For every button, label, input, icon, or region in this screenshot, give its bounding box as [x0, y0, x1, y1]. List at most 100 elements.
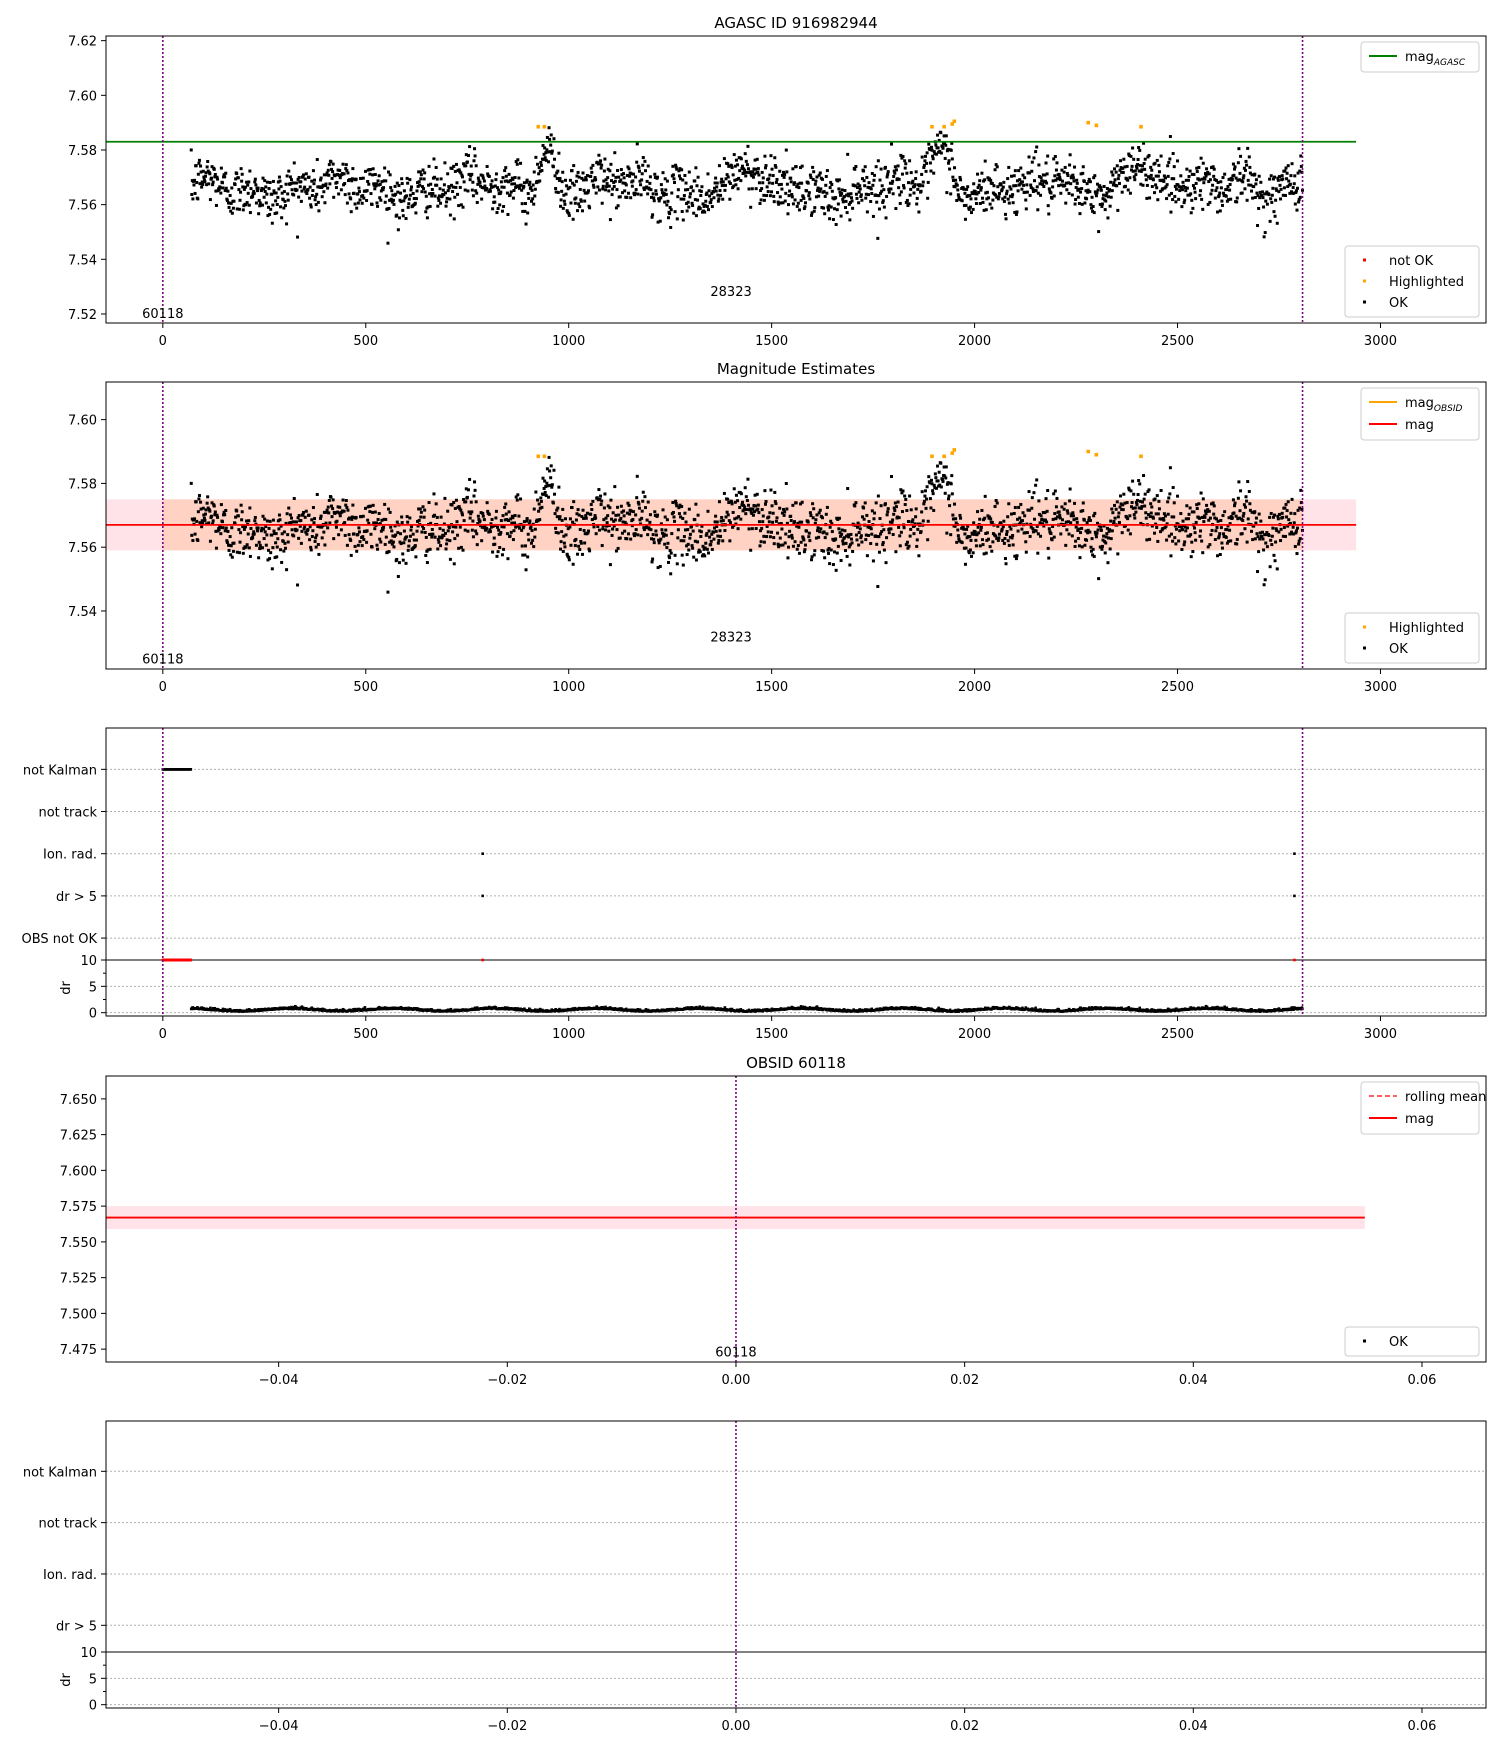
ok-data-point: [1294, 190, 1298, 194]
ok-data-point: [203, 518, 207, 522]
ok-data-point: [885, 194, 889, 198]
ok-data-point: [219, 191, 223, 195]
ok-data-point: [613, 151, 617, 155]
ok-data-point: [206, 506, 210, 510]
ok-data-point: [958, 513, 962, 517]
ok-data-point: [448, 557, 452, 561]
ok-data-point: [584, 178, 588, 182]
ok-data-point: [265, 533, 269, 537]
ok-data-point: [652, 196, 656, 200]
ok-data-point: [815, 175, 819, 179]
ok-data-point: [1186, 178, 1190, 182]
ok-data-point: [377, 511, 381, 515]
ok-data-point: [302, 173, 306, 177]
ok-data-point: [560, 518, 564, 522]
ok-data-point: [1014, 212, 1018, 216]
ok-data-point: [510, 521, 514, 525]
ok-data-point: [1253, 172, 1257, 176]
ok-data-point: [460, 513, 464, 517]
ok-data-point: [745, 163, 749, 167]
dr-data-point: [213, 1006, 217, 1010]
ok-data-point: [461, 548, 465, 552]
ok-data-point: [534, 155, 538, 159]
ok-data-point: [1074, 198, 1078, 202]
ok-data-point: [973, 532, 977, 536]
ok-data-point: [269, 207, 273, 211]
ok-data-point: [718, 189, 722, 193]
ok-data-point: [639, 534, 643, 538]
ok-data-point: [1117, 520, 1121, 524]
ok-data-point: [1258, 190, 1262, 194]
ok-data-point: [844, 541, 848, 545]
ok-data-point: [1235, 196, 1239, 200]
ok-data-point: [731, 525, 735, 529]
ok-data-point: [1190, 172, 1194, 176]
ok-data-point: [1068, 153, 1072, 157]
ok-data-point: [621, 520, 625, 524]
ok-data-point: [979, 188, 983, 192]
ok-data-point: [979, 186, 983, 190]
ok-data-point: [726, 497, 730, 501]
ok-data-point: [613, 485, 617, 489]
ok-data-point: [962, 187, 966, 191]
ok-data-point: [329, 160, 333, 164]
ok-data-point: [379, 198, 383, 202]
ok-data-point: [781, 543, 785, 547]
ok-data-point: [658, 564, 662, 568]
ok-data-point: [1046, 546, 1050, 550]
ok-data-point: [680, 553, 684, 557]
ok-data-point: [926, 519, 930, 523]
ok-data-point: [646, 164, 650, 168]
ok-data-point: [700, 185, 704, 189]
ok-data-point: [1174, 542, 1178, 546]
ok-data-point: [797, 551, 801, 555]
ok-data-point: [936, 133, 940, 137]
ok-data-point: [1240, 191, 1244, 195]
ok-data-point: [1228, 182, 1232, 186]
ok-data-point: [847, 545, 851, 549]
ok-data-point: [1057, 184, 1061, 188]
ok-data-point: [946, 161, 950, 165]
ok-data-point: [1053, 174, 1057, 178]
ok-data-point: [474, 529, 478, 533]
ok-data-point: [434, 502, 438, 506]
ok-data-point: [1100, 202, 1104, 206]
ok-data-point: [1138, 482, 1142, 486]
ok-data-point: [666, 541, 670, 545]
ok-data-point: [1298, 506, 1302, 510]
ok-data-point: [873, 511, 877, 515]
ok-data-point: [1074, 539, 1078, 543]
ok-data-point: [661, 508, 665, 512]
ok-data-point: [723, 529, 727, 533]
ok-data-point: [238, 540, 242, 544]
ok-data-point: [1106, 216, 1110, 220]
ok-data-point: [493, 542, 497, 546]
ok-data-point: [1053, 512, 1057, 516]
ok-data-point: [1269, 174, 1273, 178]
ok-data-point: [205, 501, 209, 505]
ok-data-point: [423, 530, 427, 534]
dr-axis-label: dr: [59, 981, 74, 995]
ok-data-point: [1060, 168, 1064, 172]
ok-data-point: [210, 501, 214, 505]
ok-data-point: [335, 519, 339, 523]
ok-data-point: [701, 202, 705, 206]
ok-data-point: [1158, 517, 1162, 521]
ok-data-point: [1069, 521, 1073, 525]
highlighted-data-point: [536, 454, 541, 459]
ok-data-point: [996, 185, 1000, 189]
highlighted-data-point: [950, 122, 955, 126]
ok-data-point: [773, 156, 777, 160]
ok-data-point: [520, 188, 524, 192]
ok-data-point: [272, 189, 276, 193]
ok-data-point: [1280, 511, 1284, 515]
ok-data-point: [262, 187, 266, 191]
ok-data-point: [1141, 183, 1145, 187]
ok-data-point: [244, 203, 248, 207]
ok-data-point: [408, 516, 412, 520]
ok-data-point: [777, 202, 781, 206]
ok-data-point: [845, 554, 849, 558]
ok-data-point: [583, 532, 587, 536]
ok-data-point: [589, 503, 593, 507]
ok-data-point: [951, 178, 955, 182]
